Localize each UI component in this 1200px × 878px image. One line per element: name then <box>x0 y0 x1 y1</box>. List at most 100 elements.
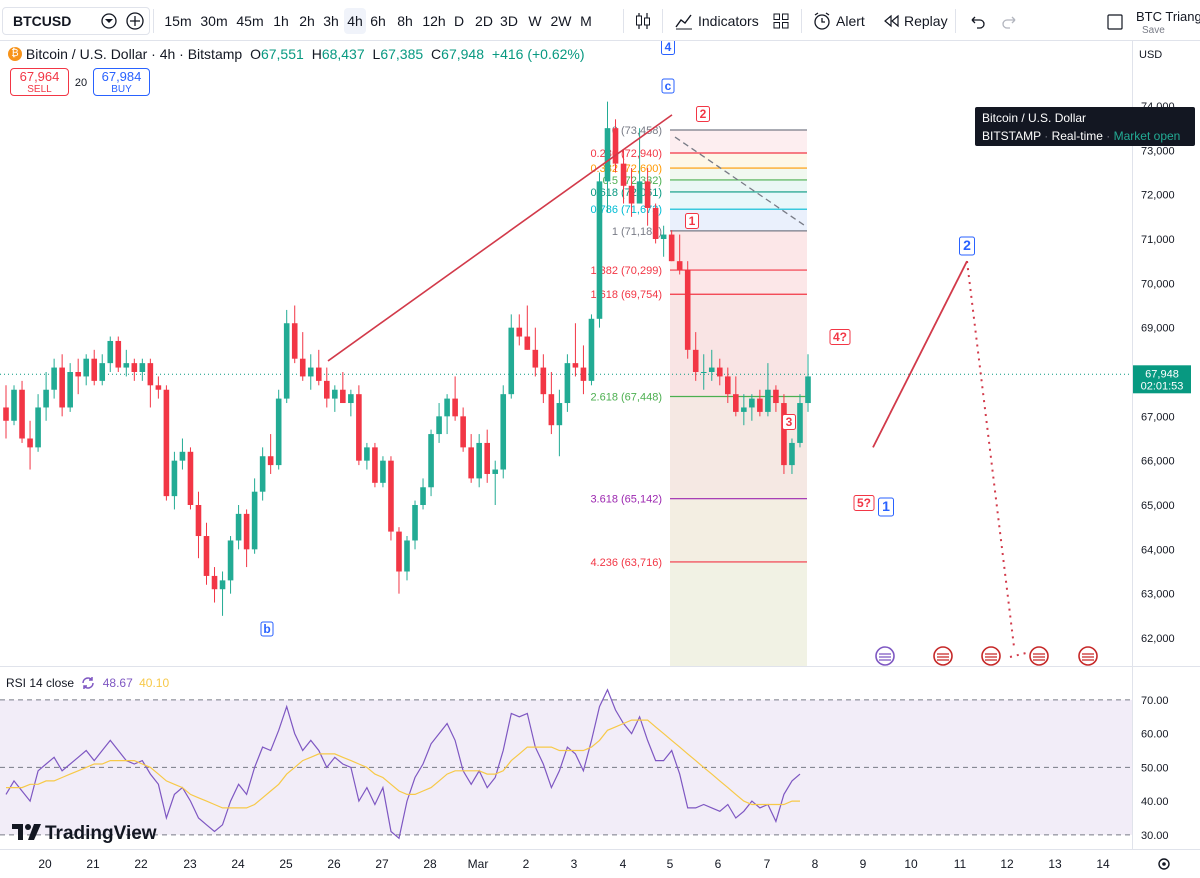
candle-body <box>372 447 378 483</box>
interval-8h[interactable]: 8h <box>397 13 413 29</box>
event-stripes <box>937 653 949 661</box>
candle-body <box>765 389 771 412</box>
price-tick-label: 63,000 <box>1141 589 1175 601</box>
candle <box>211 567 218 603</box>
us-flag-event-icon <box>981 646 1001 666</box>
economic-event-icon <box>875 646 895 666</box>
price-chart[interactable]: 62,00063,00064,00065,00066,00067,00068,0… <box>0 41 1200 878</box>
interval-12h[interactable]: 12h <box>422 13 446 29</box>
candle <box>708 349 715 381</box>
candle-body <box>644 181 651 208</box>
candle-body <box>19 389 25 439</box>
layout-save-button[interactable]: BTC Triangl Save <box>1104 8 1200 36</box>
wave-label-text: 2 <box>963 237 971 253</box>
candle <box>171 451 178 510</box>
add-symbol-button[interactable] <box>122 8 148 34</box>
compare-icon[interactable] <box>100 12 118 30</box>
interval-45m[interactable]: 45m <box>236 13 264 29</box>
candle-body <box>412 505 418 541</box>
fib-zone <box>670 152 807 169</box>
layout-icon <box>1107 14 1123 30</box>
candle <box>588 314 595 386</box>
symbol-search[interactable]: BTCUSD <box>2 7 150 35</box>
interval-1h[interactable]: 1h <box>273 13 289 29</box>
interval-30m[interactable]: 30m <box>200 13 228 29</box>
chart-type-button[interactable] <box>630 8 656 34</box>
interval-4h[interactable]: 4h <box>344 8 366 34</box>
wave-label: 1 <box>685 213 699 229</box>
open-value: 67,551 <box>260 46 304 62</box>
candle-body <box>797 403 803 443</box>
interval-d[interactable]: D <box>453 13 465 29</box>
close-label: C <box>431 46 442 62</box>
candle-body <box>516 327 523 337</box>
brand-name: TradingView <box>45 823 157 844</box>
candle <box>452 376 458 421</box>
candle-body <box>27 438 33 448</box>
replay-button[interactable]: Replay <box>878 8 950 34</box>
time-tick-label: 9 <box>860 857 867 871</box>
time-tick-label: 25 <box>279 857 293 871</box>
fib-level-label: 0.236 (72,940) <box>590 148 662 160</box>
candle <box>524 305 531 350</box>
alert-button[interactable]: Alert <box>808 8 872 34</box>
candle <box>628 168 635 217</box>
undo-button[interactable] <box>963 8 991 34</box>
wave-label-box <box>878 497 894 517</box>
candle <box>99 354 106 386</box>
forecast-dotted-line <box>966 261 1015 647</box>
interval-2w[interactable]: 2W <box>550 13 572 29</box>
sync-icon[interactable] <box>81 676 95 690</box>
candle <box>684 261 691 359</box>
wave-label-box <box>685 213 699 229</box>
redo-button[interactable] <box>996 8 1024 34</box>
tooltip-market-status: Market open <box>1113 129 1181 143</box>
fib-zone <box>670 294 807 397</box>
fib-zone <box>670 168 807 180</box>
currency-label[interactable]: USD <box>1139 49 1163 61</box>
series-legend: ₿ Bitcoin / U.S. Dollar · 4h · Bitstamp … <box>8 46 585 62</box>
candle <box>749 394 755 421</box>
interval-3h[interactable]: 3h <box>323 13 339 29</box>
templates-button[interactable] <box>768 8 794 34</box>
wave-label-box <box>260 621 274 637</box>
candle-body <box>676 261 683 271</box>
candle <box>797 394 803 448</box>
interval-3d[interactable]: 3D <box>500 13 518 29</box>
time-tick-label: 6 <box>715 857 722 871</box>
wave-label: c <box>661 78 675 94</box>
time-tick-label: 22 <box>134 857 148 871</box>
candle-body <box>620 163 627 186</box>
interval-m[interactable]: M <box>580 13 592 29</box>
candle <box>43 372 49 421</box>
indicators-label: Indicators <box>698 13 759 29</box>
interval-2h[interactable]: 2h <box>299 13 315 29</box>
event-stripes <box>1033 653 1045 661</box>
candle-body <box>757 398 763 412</box>
candle <box>155 376 162 399</box>
rsi-tick-label: 60.00 <box>1141 729 1169 741</box>
candle <box>492 460 499 505</box>
event-stripes <box>879 653 891 661</box>
interval-w[interactable]: W <box>528 13 542 29</box>
sell-button[interactable]: 67,964 SELL <box>10 68 69 96</box>
indicators-button[interactable]: Indicators <box>672 8 764 34</box>
interval-6h[interactable]: 6h <box>370 13 386 29</box>
wave-label: 4? <box>829 329 851 345</box>
change-value: +416 (+0.62%) <box>491 46 585 62</box>
time-tick-label: 27 <box>375 857 389 871</box>
candle-body <box>636 181 643 204</box>
fib-zone-extension <box>670 561 807 666</box>
buy-price: 67,984 <box>101 69 142 84</box>
candle <box>484 429 490 483</box>
fib-zone <box>670 130 807 153</box>
interval-15m[interactable]: 15m <box>164 13 192 29</box>
time-tick-label: 13 <box>1048 857 1062 871</box>
interval-2d[interactable]: 2D <box>475 13 493 29</box>
candle-body <box>612 128 619 164</box>
alarm-clock-icon <box>814 12 830 30</box>
layout-name: BTC Triangl <box>1136 9 1200 24</box>
save-label: Save <box>1142 25 1165 36</box>
candle <box>107 336 114 372</box>
buy-button[interactable]: 67,984 BUY <box>93 68 150 96</box>
